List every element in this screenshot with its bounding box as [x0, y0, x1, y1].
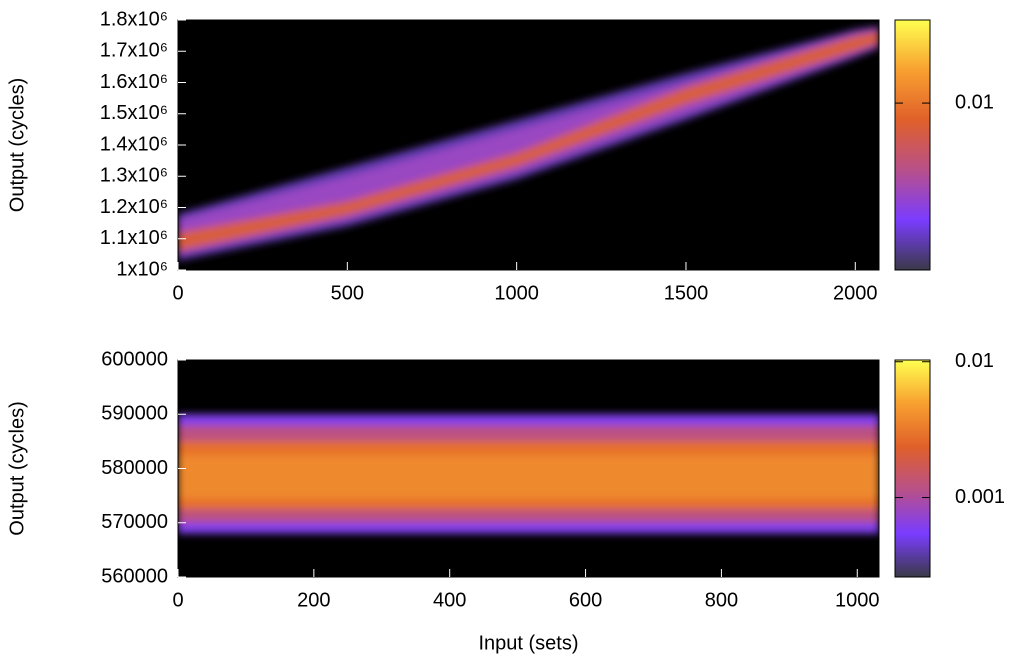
- x-tick-label: 200: [297, 589, 330, 611]
- x-tick-label: 400: [433, 589, 466, 611]
- x-tick-label: 0: [172, 589, 183, 611]
- y-tick-label: 1.6x10⁶: [100, 71, 168, 93]
- colorbar-tick-label: 0.001: [955, 486, 1005, 508]
- x-tick-label: 1000: [494, 282, 539, 304]
- y-tick-label: 1x10⁶: [116, 258, 168, 280]
- density-band: [178, 30, 879, 252]
- y-tick-label: 570000: [101, 511, 168, 533]
- x-axis-label: Input (sets): [478, 632, 578, 654]
- x-tick-label: 2000: [833, 282, 878, 304]
- x-tick-label: 600: [569, 589, 602, 611]
- y-tick-label: 1.1x10⁶: [100, 227, 168, 249]
- y-tick-label: 590000: [101, 403, 168, 425]
- colorbar-tick-label: 0.01: [955, 91, 994, 113]
- x-tick-label: 1000: [835, 589, 880, 611]
- y-tick-label: 560000: [101, 565, 168, 587]
- y-axis-label: Output (cycles): [6, 78, 28, 212]
- heatmap-density: [178, 414, 879, 534]
- y-axis-label: Output (cycles): [6, 401, 28, 535]
- colorbar: [894, 19, 931, 271]
- y-tick-label: 1.8x10⁶: [100, 8, 168, 30]
- y-tick-label: 1.4x10⁶: [100, 133, 168, 155]
- y-tick-label: 600000: [101, 348, 168, 370]
- y-tick-label: 1.3x10⁶: [100, 165, 168, 187]
- heatmap: [178, 26, 879, 261]
- y-tick-label: 580000: [101, 457, 168, 479]
- x-tick-label: 0: [172, 282, 183, 304]
- y-tick-label: 1.2x10⁶: [100, 196, 168, 218]
- x-tick-label: 1500: [664, 282, 709, 304]
- heatmap: [178, 414, 879, 534]
- x-tick-label: 500: [331, 282, 364, 304]
- colorbar-tick-label: 0.01: [955, 350, 994, 372]
- y-tick-label: 1.7x10⁶: [100, 40, 168, 62]
- colorbar: [894, 359, 931, 578]
- y-tick-label: 1.5x10⁶: [100, 102, 168, 124]
- heatmap-density: [178, 26, 879, 261]
- density-band: [178, 454, 879, 499]
- x-tick-label: 800: [705, 589, 738, 611]
